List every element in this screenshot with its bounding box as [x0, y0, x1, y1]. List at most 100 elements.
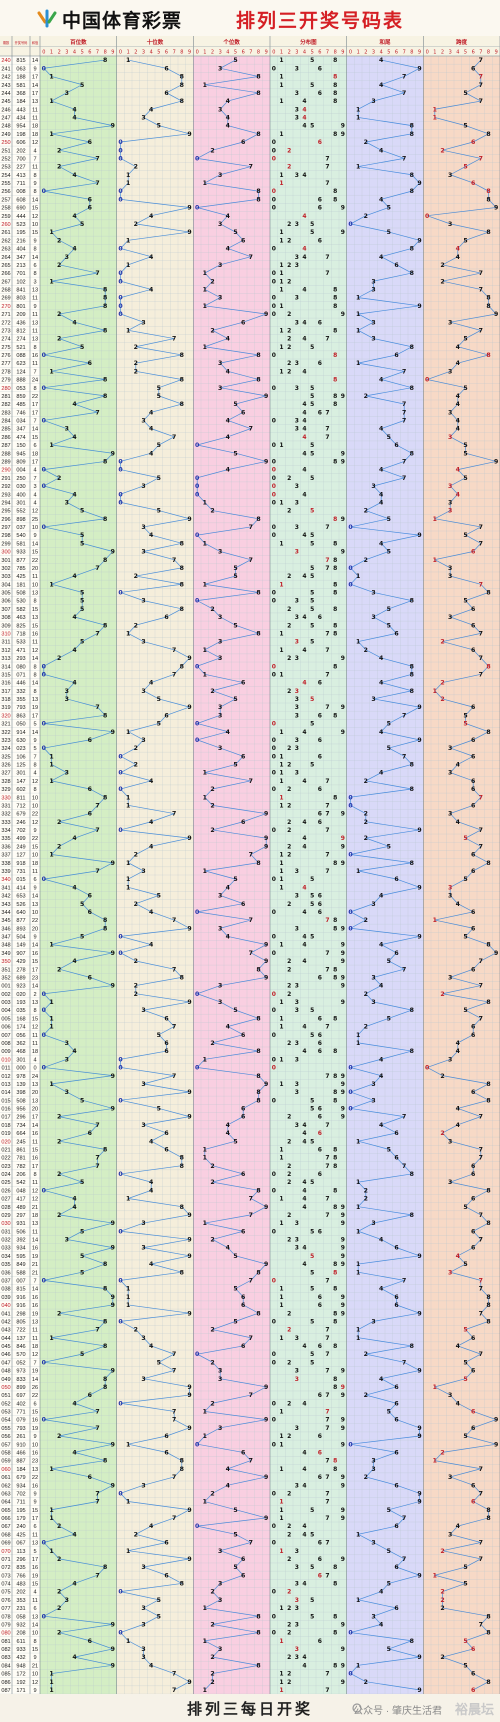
- row-issue: 002: [1, 992, 10, 998]
- digit-mark-tens: 3: [141, 598, 145, 605]
- row-sum: 9: [33, 738, 36, 744]
- row-issue: 317: [1, 689, 10, 695]
- dist-mark: 2: [287, 966, 291, 973]
- digit-mark-units: 9: [264, 1474, 268, 1481]
- row-issue: 302: [1, 566, 10, 572]
- digit-mark-units: 5: [233, 762, 237, 769]
- dist-mark: 7: [325, 671, 329, 678]
- digit-mark-sumtail: 9: [417, 303, 421, 310]
- digit-mark-units: 8: [256, 1662, 260, 1669]
- digit-mark-sumtail: 3: [371, 1081, 375, 1088]
- digit-mark-hundreds: 9: [111, 1662, 115, 1669]
- table-row: 249 198 18 1 9 8 8 81 98: [1, 131, 490, 138]
- digit-mark-tens: 7: [172, 1351, 176, 1358]
- digit-mark-sumtail: 6: [394, 630, 398, 637]
- digit-mark-hundreds: 0: [42, 1278, 47, 1285]
- table-row: 031 506 11 5 0 6 1 650 6: [1, 1228, 475, 1235]
- brand-name: 中国体育彩票: [62, 10, 183, 32]
- row-sum: 9: [33, 66, 36, 72]
- row-number: 849: [16, 1262, 25, 1268]
- dist-mark: 6: [318, 1556, 322, 1563]
- dist-mark: 1: [279, 1671, 283, 1678]
- digit-mark-span: 6: [471, 1032, 475, 1039]
- digit-mark-hundreds: 6: [88, 737, 92, 744]
- row-issue: 339: [1, 869, 10, 875]
- digit-mark-span: 5: [463, 876, 467, 883]
- digit-header: 7: [403, 50, 406, 56]
- digit-mark-tens: 3: [141, 1335, 145, 1342]
- dist-mark: 4: [302, 246, 306, 253]
- dist-mark: 8: [333, 188, 337, 195]
- dist-mark: 3: [295, 696, 299, 703]
- dist-mark: 5: [310, 1007, 314, 1014]
- row-number: 149: [16, 943, 25, 949]
- dist-mark: 0: [272, 483, 276, 490]
- row-number: 782: [16, 1164, 25, 1170]
- dist-mark: 4: [302, 1048, 306, 1055]
- digit-mark-tens: 9: [187, 1253, 191, 1260]
- dist-mark: 2: [287, 827, 291, 834]
- digit-mark-tens: 9: [187, 1310, 191, 1317]
- row-number: 004: [16, 468, 25, 474]
- digit-mark-tens: 8: [180, 663, 184, 670]
- row-sum: 8: [33, 1008, 36, 1014]
- digit-mark-hundreds: 4: [72, 680, 77, 687]
- digit-mark-units: 0: [195, 991, 200, 998]
- dist-mark: 1: [279, 860, 283, 867]
- digit-mark-sumtail: 9: [417, 1687, 421, 1694]
- row-issue: 322: [1, 730, 10, 736]
- dist-mark: 0: [272, 1351, 276, 1358]
- digit-mark-span: 3: [448, 565, 452, 572]
- dist-mark: 4: [302, 1482, 306, 1489]
- digit-mark-span: 5: [463, 1376, 467, 1383]
- digit-mark-units: 3: [218, 221, 222, 228]
- table-row: 243 581 14 5 8 1 4 75 81: [1, 82, 483, 89]
- dist-mark: 1: [279, 1155, 283, 1162]
- col-header: 开奖号码: [15, 40, 28, 45]
- dist-mark: 8: [333, 98, 337, 105]
- row-sum: 11: [32, 574, 38, 580]
- digit-mark-units: 5: [233, 401, 237, 408]
- row-number: 274: [16, 337, 25, 343]
- digit-mark-tens: 2: [134, 901, 138, 908]
- digit-mark-units: 4: [226, 115, 231, 122]
- dist-mark: 6: [318, 811, 322, 818]
- row-sum: 8: [33, 271, 36, 277]
- row-issue: 008: [1, 1041, 10, 1047]
- dist-mark: 7: [325, 1474, 329, 1481]
- dist-mark: 4: [302, 934, 306, 941]
- digit-mark-hundreds: 5: [80, 639, 84, 646]
- digit-mark-tens: 9: [187, 1425, 191, 1432]
- dist-mark: 7: [325, 565, 329, 572]
- row-issue: 309: [1, 623, 10, 629]
- digit-mark-units: 8: [256, 1310, 260, 1317]
- dist-mark: 3: [295, 639, 299, 646]
- digit-mark-units: 6: [241, 753, 245, 760]
- digit-mark-units: 1: [203, 1638, 207, 1645]
- row-sum: 17: [32, 1516, 38, 1522]
- dist-mark: 4: [302, 1204, 306, 1211]
- digit-mark-span: 6: [471, 753, 475, 760]
- row-number: 932: [16, 1622, 25, 1628]
- row-number: 192: [16, 1680, 25, 1686]
- digit-mark-sumtail: 1: [356, 295, 360, 302]
- dist-mark: 8: [333, 516, 337, 523]
- row-sum: 6: [33, 443, 36, 449]
- row-number: 113: [17, 1549, 26, 1555]
- dist-mark: 1: [279, 237, 283, 244]
- row-number: 973: [16, 1369, 25, 1375]
- digit-mark-sumtail: 2: [364, 1351, 368, 1358]
- digit-mark-tens: 4: [149, 1138, 154, 1145]
- row-number: 471: [16, 648, 25, 654]
- row-number: 595: [16, 1254, 25, 1260]
- dist-mark: 5: [310, 876, 314, 883]
- row-sum: 12: [32, 779, 38, 785]
- digit-mark-span: 3: [448, 893, 452, 900]
- digit-mark-span: 6: [471, 1368, 475, 1375]
- digit-mark-units: 1: [203, 647, 207, 654]
- dist-mark: 0: [272, 737, 276, 744]
- digit-mark-hundreds: 6: [88, 205, 92, 212]
- digit-mark-span: 3: [448, 974, 452, 981]
- digit-mark-units: 2: [210, 1237, 214, 1244]
